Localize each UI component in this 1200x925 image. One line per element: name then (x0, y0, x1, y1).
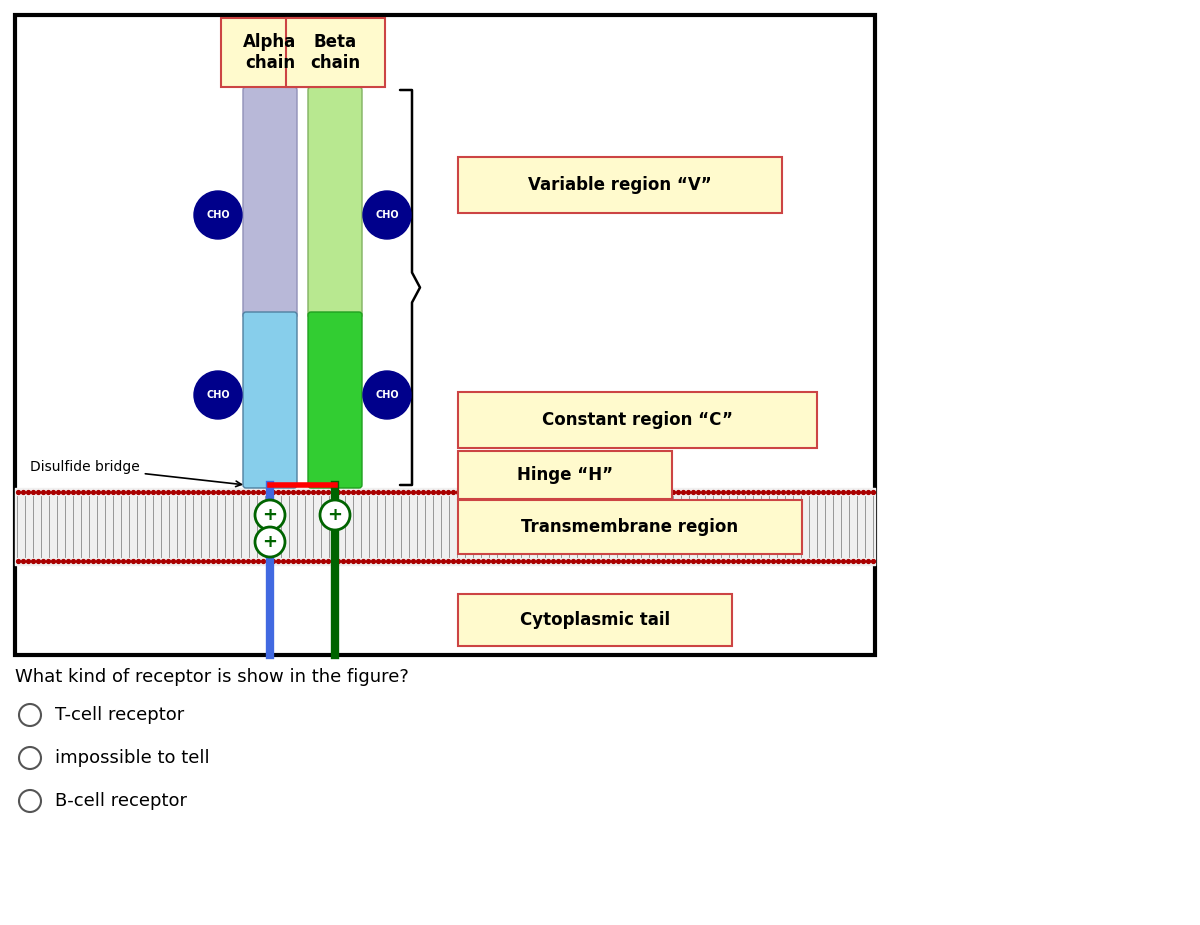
FancyBboxPatch shape (14, 15, 875, 655)
Circle shape (19, 704, 41, 726)
Text: What kind of receptor is show in the figure?: What kind of receptor is show in the fig… (14, 668, 409, 686)
FancyBboxPatch shape (242, 87, 298, 318)
FancyBboxPatch shape (458, 500, 802, 554)
Text: Variable region “V”: Variable region “V” (528, 176, 712, 194)
Text: B-cell receptor: B-cell receptor (55, 792, 187, 810)
Circle shape (194, 371, 242, 419)
FancyBboxPatch shape (458, 594, 732, 646)
Text: Beta
chain: Beta chain (310, 33, 360, 72)
FancyBboxPatch shape (458, 392, 817, 448)
FancyBboxPatch shape (308, 87, 362, 318)
Text: CHO: CHO (376, 390, 398, 400)
Text: CHO: CHO (376, 210, 398, 220)
Text: +: + (263, 533, 277, 551)
Circle shape (364, 191, 410, 239)
Text: Disulfide bridge: Disulfide bridge (30, 460, 241, 487)
Circle shape (19, 790, 41, 812)
Text: Transmembrane region: Transmembrane region (522, 518, 738, 536)
Text: T-cell receptor: T-cell receptor (55, 706, 185, 724)
FancyBboxPatch shape (221, 18, 320, 87)
Circle shape (194, 191, 242, 239)
Text: Alpha
chain: Alpha chain (244, 33, 296, 72)
Text: CHO: CHO (206, 390, 230, 400)
FancyBboxPatch shape (458, 451, 672, 499)
FancyBboxPatch shape (458, 157, 782, 213)
Text: impossible to tell: impossible to tell (55, 749, 210, 767)
FancyBboxPatch shape (242, 312, 298, 488)
Text: Cytoplasmic tail: Cytoplasmic tail (520, 611, 670, 629)
Circle shape (256, 527, 286, 557)
Text: Constant region “C”: Constant region “C” (542, 411, 733, 429)
Text: +: + (263, 506, 277, 524)
Text: CHO: CHO (206, 210, 230, 220)
FancyBboxPatch shape (286, 18, 385, 87)
Circle shape (19, 747, 41, 769)
Circle shape (320, 500, 350, 530)
Text: +: + (328, 506, 342, 524)
Text: Hinge “H”: Hinge “H” (517, 466, 613, 484)
FancyBboxPatch shape (308, 312, 362, 488)
Circle shape (364, 371, 410, 419)
Circle shape (256, 500, 286, 530)
